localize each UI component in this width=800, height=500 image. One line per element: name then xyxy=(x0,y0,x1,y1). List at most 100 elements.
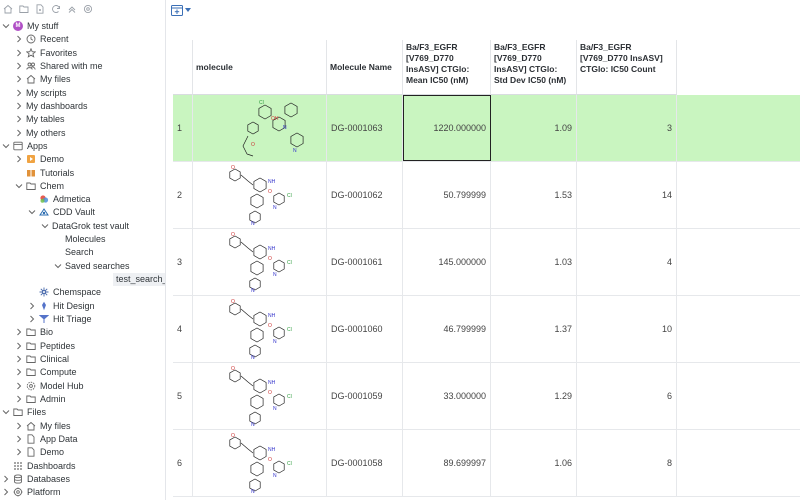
tree-item-chem[interactable]: Chem xyxy=(0,180,165,193)
chevron-right-icon[interactable] xyxy=(15,395,23,403)
tree-item-molecules[interactable]: Molecules xyxy=(0,233,165,246)
chevron-right-icon[interactable] xyxy=(15,155,23,163)
table-row[interactable]: 2 O NH O Cl N N DG-0001062 50.799999 1.53 1… xyxy=(173,162,800,229)
cell-mean[interactable]: 46.799999 xyxy=(403,296,491,362)
chevron-right-icon[interactable] xyxy=(15,435,23,443)
tree-item-files[interactable]: Files xyxy=(0,406,165,419)
chevron-right-icon[interactable] xyxy=(15,328,23,336)
tree-item-app-data[interactable]: App Data xyxy=(0,433,165,446)
chevron-down-icon[interactable] xyxy=(54,262,62,270)
chevron-right-icon[interactable] xyxy=(15,62,23,70)
table-row[interactable]: 3 O NH O Cl N N DG-0001061 145.000000 1.03… xyxy=(173,229,800,296)
tree-item-peptides[interactable]: Peptides xyxy=(0,340,165,353)
chevron-right-icon[interactable] xyxy=(2,475,10,483)
chevron-right-icon[interactable] xyxy=(15,49,23,57)
column-header-count[interactable]: Ba/F3_EGFR [V769_D770 InsASV] CTGlo: IC5… xyxy=(577,40,677,95)
data-grid[interactable]: molecule Molecule Name Ba/F3_EGFR [V769_D7… xyxy=(173,40,800,500)
chevron-right-icon[interactable] xyxy=(28,302,36,310)
table-row[interactable]: 5 O NH O Cl N N DG-0001059 33.000000 1.29 6 xyxy=(173,363,800,430)
tree-item-platform[interactable]: Platform xyxy=(0,486,165,499)
tree-item-admetica[interactable]: Admetica xyxy=(0,193,165,206)
tree-item-databases[interactable]: Databases xyxy=(0,473,165,486)
cell-name[interactable]: DG-0001062 xyxy=(327,162,403,228)
chevron-right-icon[interactable] xyxy=(15,355,23,363)
cell-row[interactable]: 6 xyxy=(173,430,193,496)
tree-item-my-scripts[interactable]: My scripts xyxy=(0,87,165,100)
tree-item-tutorials[interactable]: Tutorials xyxy=(0,167,165,180)
cell-mean[interactable]: 33.000000 xyxy=(403,363,491,429)
sync-icon[interactable] xyxy=(51,4,61,14)
cell-std[interactable]: 1.03 xyxy=(491,229,577,295)
cell-molecule[interactable]: O NH O Cl N N xyxy=(193,229,327,295)
column-header-std[interactable]: Ba/F3_EGFR [V769_D770 InsASV] CTGlo: Std… xyxy=(491,40,577,95)
chevron-down-icon[interactable] xyxy=(41,222,49,230)
chevron-right-icon[interactable] xyxy=(2,488,10,496)
chevron-right-icon[interactable] xyxy=(28,315,36,323)
cell-molecule[interactable]: O NH O Cl N N xyxy=(193,162,327,228)
tree-item-hit-design[interactable]: Hit Design xyxy=(0,300,165,313)
cell-mean[interactable]: 145.000000 xyxy=(403,229,491,295)
cell-row[interactable]: 3 xyxy=(173,229,193,295)
tree-item-demo[interactable]: Demo xyxy=(0,446,165,459)
cell-name[interactable]: DG-0001059 xyxy=(327,363,403,429)
cell-std[interactable]: 1.53 xyxy=(491,162,577,228)
chevron-right-icon[interactable] xyxy=(15,102,23,110)
chevron-right-icon[interactable] xyxy=(15,75,23,83)
tree-item-hit-triage[interactable]: Hit Triage xyxy=(0,313,165,326)
folder-open-icon[interactable] xyxy=(19,4,29,14)
table-row[interactable]: 6 O NH O Cl N N DG-0001058 89.699997 1.06 8 xyxy=(173,430,800,497)
settings-icon[interactable] xyxy=(83,4,93,14)
tree-item-my-files[interactable]: My files xyxy=(0,420,165,433)
column-header-mean[interactable]: Ba/F3_EGFR [V769_D770 InsASV] CTGlo: Mea… xyxy=(403,40,491,95)
tree-item-chemspace[interactable]: Chemspace xyxy=(0,286,165,299)
cell-row[interactable]: 5 xyxy=(173,363,193,429)
add-viewer-icon[interactable] xyxy=(171,5,183,16)
chevron-down-icon[interactable] xyxy=(28,208,36,216)
column-header-name[interactable]: Molecule Name xyxy=(327,40,403,95)
cell-row[interactable]: 1 xyxy=(173,95,193,161)
tree-item-compute[interactable]: Compute xyxy=(0,366,165,379)
tree-item-clinical[interactable]: Clinical xyxy=(0,353,165,366)
chevron-right-icon[interactable] xyxy=(15,342,23,350)
home-icon[interactable] xyxy=(3,4,13,14)
tree-item-admin[interactable]: Admin xyxy=(0,393,165,406)
chevron-right-icon[interactable] xyxy=(15,382,23,390)
cell-count[interactable]: 10 xyxy=(577,296,677,362)
chevron-right-icon[interactable] xyxy=(15,368,23,376)
tree-item-cdd-vault[interactable]: CDD Vault xyxy=(0,206,165,219)
tree-item-shared-with-me[interactable]: Shared with me xyxy=(0,60,165,73)
table-row[interactable]: 4 O NH O Cl N N DG-0001060 46.799999 1.37 1… xyxy=(173,296,800,363)
cell-name[interactable]: DG-0001063 xyxy=(327,95,403,161)
new-file-icon[interactable] xyxy=(35,4,45,14)
column-header-row[interactable] xyxy=(173,40,193,95)
tree-item-search[interactable]: Search xyxy=(0,246,165,259)
tree-item-my-tables[interactable]: My tables xyxy=(0,113,165,126)
cell-count[interactable]: 4 xyxy=(577,229,677,295)
chevron-right-icon[interactable] xyxy=(15,422,23,430)
cell-count[interactable]: 8 xyxy=(577,430,677,496)
chevron-down-icon[interactable] xyxy=(15,182,23,190)
cell-std[interactable]: 1.37 xyxy=(491,296,577,362)
tree-item-my-files[interactable]: My files xyxy=(0,73,165,86)
chevron-right-icon[interactable] xyxy=(15,115,23,123)
cell-std[interactable]: 1.06 xyxy=(491,430,577,496)
caret-down-icon[interactable] xyxy=(185,8,191,13)
cell-mean[interactable]: 1220.000000 xyxy=(403,95,491,161)
cell-mean[interactable]: 89.699997 xyxy=(403,430,491,496)
tree-item-my-stuff[interactable]: M My stuff xyxy=(0,20,165,33)
tree-item-dashboards[interactable]: Dashboards xyxy=(0,460,165,473)
tree-item-demo[interactable]: Demo xyxy=(0,153,165,166)
chevron-down-icon[interactable] xyxy=(2,408,10,416)
tree-item-my-dashboards[interactable]: My dashboards xyxy=(0,100,165,113)
chevron-down-icon[interactable] xyxy=(2,142,10,150)
table-row[interactable]: 1 Cl OH N N O DG-0001063 1220.000000 1.09 3 xyxy=(173,95,800,162)
cell-mean[interactable]: 50.799999 xyxy=(403,162,491,228)
cell-std[interactable]: 1.09 xyxy=(491,95,577,161)
cell-row[interactable]: 2 xyxy=(173,162,193,228)
tree-item-recent[interactable]: Recent xyxy=(0,33,165,46)
cell-molecule[interactable]: O NH O Cl N N xyxy=(193,296,327,362)
chevron-right-icon[interactable] xyxy=(15,35,23,43)
cell-name[interactable]: DG-0001058 xyxy=(327,430,403,496)
column-header-molecule[interactable]: molecule xyxy=(193,40,327,95)
chevron-right-icon[interactable] xyxy=(15,448,23,456)
